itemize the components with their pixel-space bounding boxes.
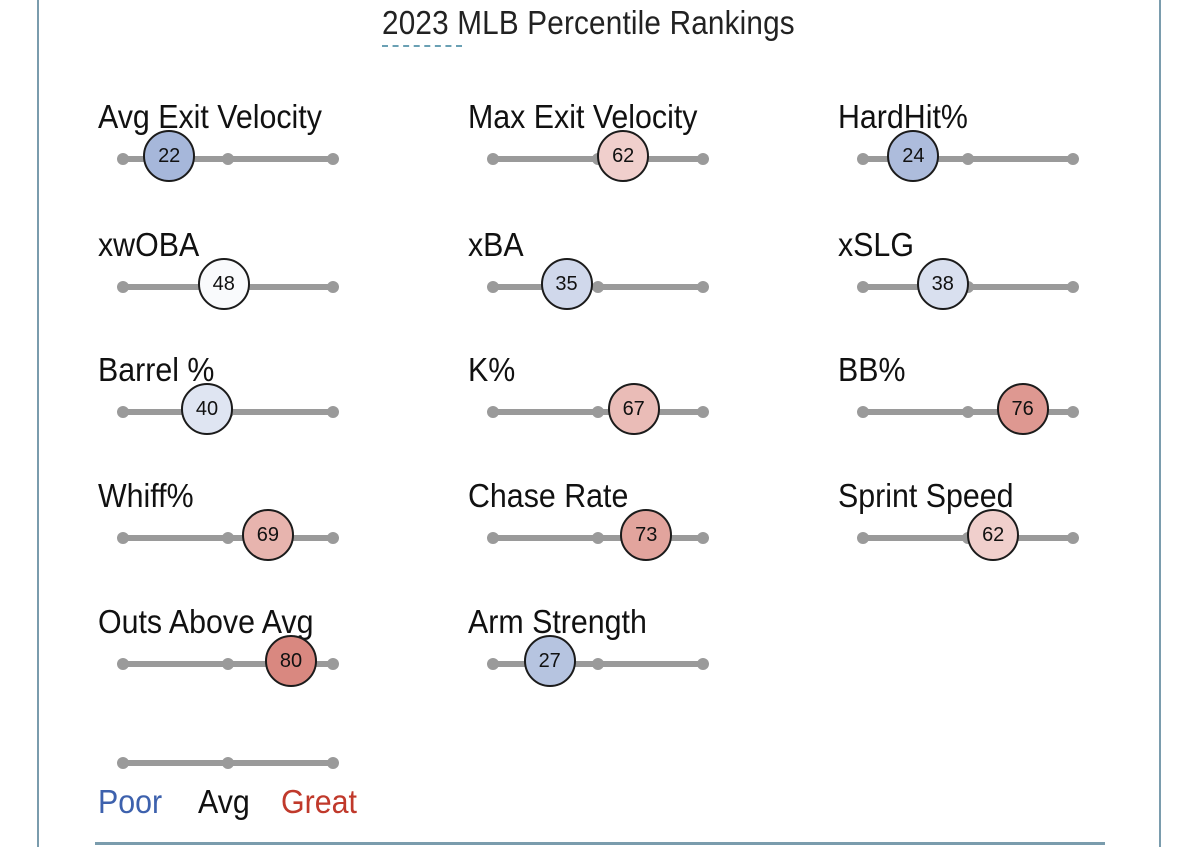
- percentile-marker: 62: [597, 130, 650, 182]
- track-tick-50: [592, 532, 604, 544]
- metric-label: xwOBA: [98, 226, 200, 263]
- track-tick-100: [697, 532, 709, 544]
- metric-sprint-speed: Sprint Speed 62: [838, 477, 1138, 567]
- percentile-marker: 40: [181, 383, 233, 435]
- percentile-marker: 35: [540, 258, 593, 310]
- frame-bottom-border: [95, 842, 1105, 845]
- metric-label: Arm Strength: [468, 603, 647, 640]
- frame-right-border: [1159, 0, 1161, 847]
- track-tick-0: [487, 406, 499, 418]
- track-tick-0: [487, 281, 499, 293]
- metric-label: Max Exit Velocity: [468, 98, 698, 135]
- track-tick-50: [962, 153, 974, 165]
- track-tick-100: [1067, 281, 1079, 293]
- metric-arm-strength: Arm Strength 27: [468, 603, 768, 693]
- metric-hardhit: HardHit% 24: [838, 98, 1138, 188]
- percentile-marker: 27: [523, 635, 576, 687]
- track-tick-50: [222, 153, 234, 165]
- metric-label: Barrel %: [98, 351, 215, 388]
- track-tick-50: [592, 658, 604, 670]
- track-tick-100: [1067, 532, 1079, 544]
- track-tick-0: [117, 153, 129, 165]
- track-tick-50: [962, 406, 974, 418]
- legend-tick-avg: [222, 757, 234, 769]
- track-tick-100: [697, 153, 709, 165]
- metric-label: Sprint Speed: [838, 477, 1014, 514]
- legend-avg-label: Avg: [198, 783, 250, 820]
- percentile-marker: 62: [967, 509, 1020, 561]
- track-tick-0: [487, 658, 499, 670]
- metric-avg-exit-velocity: Avg Exit Velocity 22: [98, 98, 398, 188]
- track-tick-100: [1067, 153, 1079, 165]
- track-tick-50: [592, 406, 604, 418]
- metric-label: HardHit%: [838, 98, 968, 135]
- metric-xba: xBA 35: [468, 226, 768, 316]
- track-tick-100: [697, 281, 709, 293]
- legend-great-label: Great: [281, 783, 357, 820]
- metric-whiff: Whiff% 69: [98, 477, 398, 567]
- percentile-marker: 67: [607, 383, 660, 435]
- metric-xwoba: xwOBA 48: [98, 226, 398, 316]
- metric-barrel: Barrel % 40: [98, 351, 398, 441]
- title-dashed-underline: [382, 45, 462, 47]
- legend-poor-label: Poor: [98, 783, 163, 820]
- legend-tick-great: [327, 757, 339, 769]
- track-tick-0: [857, 406, 869, 418]
- metric-label: Avg Exit Velocity: [98, 98, 322, 135]
- legend: Poor Avg Great: [98, 745, 398, 835]
- legend-tick-poor: [117, 757, 129, 769]
- metric-label: Chase Rate: [468, 477, 629, 514]
- metric-k: K% 67: [468, 351, 768, 441]
- track-tick-50: [222, 658, 234, 670]
- percentile-marker: 38: [916, 258, 969, 310]
- chart-title: 2023 MLB Percentile Rankings: [382, 4, 795, 41]
- track-tick-100: [327, 658, 339, 670]
- track-tick-0: [857, 532, 869, 544]
- metric-chase-rate: Chase Rate 73: [468, 477, 768, 567]
- percentile-marker: 73: [620, 509, 673, 561]
- percentile-marker: 24: [887, 130, 940, 182]
- metric-label: xSLG: [838, 226, 914, 263]
- track-tick-0: [857, 153, 869, 165]
- track-tick-100: [697, 658, 709, 670]
- metric-outs-above-avg: Outs Above Avg 80: [98, 603, 398, 693]
- frame-left-border: [37, 0, 39, 847]
- metric-label: BB%: [838, 351, 906, 388]
- metric-label: K%: [468, 351, 516, 388]
- track-tick-0: [117, 532, 129, 544]
- percentile-marker: 69: [241, 509, 294, 561]
- metric-label: xBA: [468, 226, 524, 263]
- track-tick-100: [697, 406, 709, 418]
- track-tick-100: [327, 532, 339, 544]
- track-tick-0: [117, 406, 129, 418]
- track-tick-100: [1067, 406, 1079, 418]
- track-tick-0: [117, 281, 129, 293]
- track-tick-100: [327, 406, 339, 418]
- percentile-marker: 22: [143, 130, 196, 182]
- percentile-marker: 48: [197, 258, 250, 310]
- track-tick-100: [327, 153, 339, 165]
- track-tick-50: [222, 532, 234, 544]
- metric-max-exit-velocity: Max Exit Velocity 62: [468, 98, 768, 188]
- track-tick-0: [487, 532, 499, 544]
- percentile-marker: 76: [996, 383, 1049, 435]
- percentile-marker: 80: [265, 635, 317, 687]
- metric-label: Outs Above Avg: [98, 603, 314, 640]
- track-tick-0: [117, 658, 129, 670]
- track-tick-100: [327, 281, 339, 293]
- track-tick-50: [592, 281, 604, 293]
- track-tick-0: [857, 281, 869, 293]
- metric-xslg: xSLG 38: [838, 226, 1138, 316]
- track-tick-0: [487, 153, 499, 165]
- metric-bb: BB% 76: [838, 351, 1138, 441]
- metric-label: Whiff%: [98, 477, 194, 514]
